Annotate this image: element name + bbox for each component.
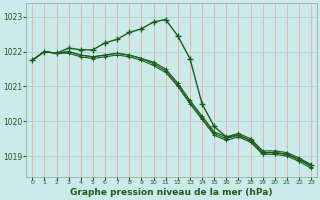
X-axis label: Graphe pression niveau de la mer (hPa): Graphe pression niveau de la mer (hPa) [70, 188, 273, 197]
